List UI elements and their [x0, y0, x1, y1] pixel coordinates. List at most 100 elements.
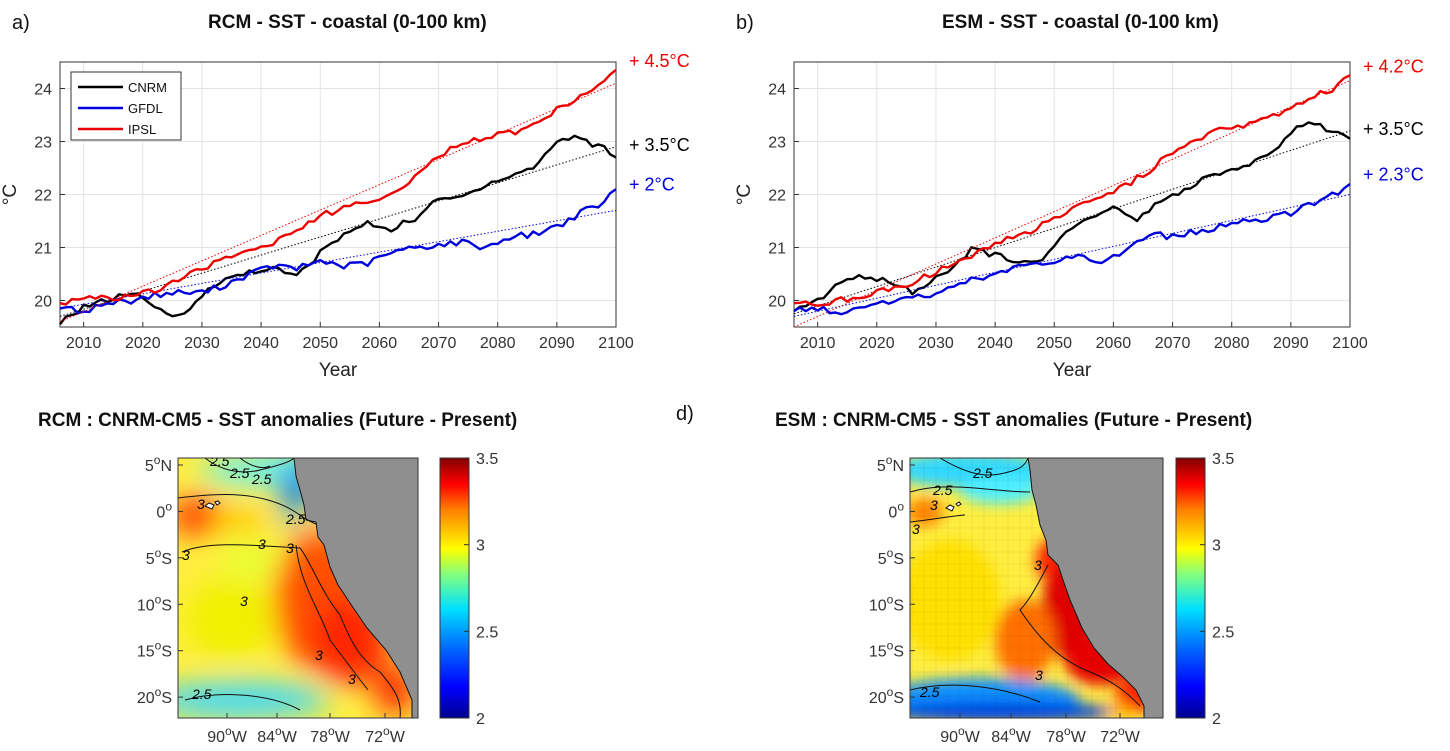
mapc-ytick-label: 15oS: [137, 639, 172, 661]
mapd-contour: [910, 514, 966, 523]
mapc-colorbar-label: 2: [476, 711, 485, 728]
chartb-ytick-label: 24: [768, 82, 786, 99]
charta-xtick-label: 2050: [302, 335, 338, 352]
charta-ytick-label: 21: [34, 241, 52, 258]
mapc-colorbar-label: 2.5: [476, 624, 498, 641]
chartb-xtick-label: 2080: [1214, 335, 1250, 352]
mapd-xtick-label: 72oW: [1100, 724, 1140, 746]
mapc-contour-label: 2.5: [285, 511, 306, 527]
mapd-xtick-label: 90oW: [940, 724, 980, 746]
mapd-xtick-label: 78oW: [1046, 724, 1086, 746]
mapd-ytick-label: 15oS: [869, 639, 904, 661]
mapc-contour-label: 3: [182, 547, 190, 563]
chartb-endlabel-cnrm: + 3.5°C: [1363, 119, 1424, 139]
charta-series-cnrm: [59, 134, 617, 326]
mapc-xtick-label: 84oW: [257, 724, 297, 746]
charta-xtick-label: 2080: [480, 335, 516, 352]
mapd-contour-label: 3: [912, 521, 920, 537]
charta-legend-label-gfdl: GFDL: [128, 101, 163, 116]
mapd-contour-label: 3: [930, 497, 938, 513]
charta-endlabel-cnrm: + 3.5°C: [629, 135, 690, 155]
chart-b-title: ESM - SST - coastal (0-100 km): [942, 12, 1219, 33]
charta-xtick-label: 2020: [125, 335, 161, 352]
mapc-anomaly-region: [210, 508, 270, 532]
mapc-anomaly-region: [282, 492, 302, 524]
chartb-xtick-label: 2030: [918, 335, 954, 352]
mapd-contour: [1019, 564, 1141, 707]
mapc-contour-label: 2.5: [191, 686, 212, 702]
mapc-contour-label: 3: [315, 647, 323, 663]
charta-trend-gfdl: [59, 209, 617, 309]
mapc-ytick-label: 10oS: [137, 592, 172, 614]
chartb-plot-border: [793, 61, 1351, 328]
mapc-contour: [204, 458, 295, 473]
charta-xtick-label: 2060: [362, 335, 398, 352]
chartb-endlabel-gfdl: + 2.3°C: [1363, 165, 1424, 185]
chartb-xtick-label: 2070: [1155, 335, 1191, 352]
chartb-ytick-label: 22: [768, 188, 786, 205]
chartb-ytick-label: 20: [768, 294, 786, 311]
mapc-map-border: [177, 457, 419, 719]
mapc-contour-label: 2.5: [251, 471, 272, 487]
mapc-colorbar: [439, 457, 470, 719]
chartb-series-ipsl: [793, 74, 1351, 307]
chartb-xtick-label: 2090: [1273, 335, 1309, 352]
panel-label-a: a): [12, 12, 30, 34]
map-c-title: RCM : CNRM-CM5 - SST anomalies (Future -…: [38, 410, 518, 431]
mapd-colorbar: [1175, 457, 1206, 719]
charta-ylabel: °C: [0, 184, 21, 205]
map-d-title: ESM : CNRM-CM5 - SST anomalies (Future -…: [775, 410, 1253, 431]
mapd-ytick-label: 5oN: [877, 453, 904, 475]
chartb-series-gfdl: [793, 182, 1351, 316]
mapc-contour-label: 3: [258, 536, 266, 552]
charta-ytick-label: 22: [34, 188, 52, 205]
chartb-xlabel: Year: [1053, 360, 1092, 381]
mapc-contour: [181, 544, 401, 718]
charta-series-ipsl: [59, 68, 617, 306]
charta-xtick-label: 2040: [243, 335, 279, 352]
mapc-colorbar-label: 3: [476, 538, 485, 555]
mapd-ytick-label: 20oS: [869, 685, 904, 707]
mapd-galapagos-islands: [945, 501, 962, 512]
mapc-contour-label: 3: [240, 593, 248, 609]
mapd-contour-label: 2.5: [972, 465, 993, 481]
panel-label-b: b): [736, 12, 754, 34]
chartb-xtick-label: 2060: [1096, 335, 1132, 352]
mapc-contour-label: 2.5: [229, 465, 250, 481]
charta-ytick-label: 24: [34, 82, 52, 99]
mapd-contour: [939, 458, 1029, 476]
mapd-colorbar-label: 2: [1212, 711, 1221, 728]
panel-label-d: d): [676, 403, 694, 425]
charta-endlabel-ipsl: + 4.5°C: [629, 51, 690, 71]
mapc-anomaly-region: [220, 540, 280, 580]
mapc-land: [293, 458, 418, 718]
mapc-contour: [184, 694, 301, 711]
mapd-contour: [910, 684, 1041, 703]
mapc-xtick-label: 90oW: [207, 724, 247, 746]
mapc-contour-label: 3: [286, 540, 294, 556]
charta-xtick-label: 2010: [66, 335, 102, 352]
mapc-colorbar-label: 3.5: [476, 451, 498, 468]
mapd-map-border: [909, 457, 1164, 719]
chartb-xtick-label: 2010: [800, 335, 836, 352]
charta-xlabel: Year: [319, 360, 358, 381]
charta-trend-ipsl: [59, 82, 617, 323]
chartb-xtick-label: 2050: [1036, 335, 1072, 352]
mapc-contour-label: 3: [348, 671, 356, 687]
mapd-land: [1027, 458, 1163, 718]
mapd-contour: [910, 486, 1031, 493]
charta-xtick-label: 2070: [421, 335, 457, 352]
chartb-trend-cnrm: [793, 130, 1351, 315]
charta-xtick-label: 2030: [184, 335, 220, 352]
chartb-ytick-label: 23: [768, 135, 786, 152]
charta-ytick-label: 20: [34, 294, 52, 311]
mapd-ytick-label: 10oS: [869, 592, 904, 614]
charta-ytick-label: 23: [34, 135, 52, 152]
mapc-contour: [178, 494, 317, 525]
chartb-xtick-label: 2100: [1332, 335, 1368, 352]
charta-legend-label-ipsl: IPSL: [128, 122, 156, 137]
charta-endlabel-gfdl: + 2°C: [629, 174, 675, 194]
mapd-colorbar-label: 3: [1212, 538, 1221, 555]
